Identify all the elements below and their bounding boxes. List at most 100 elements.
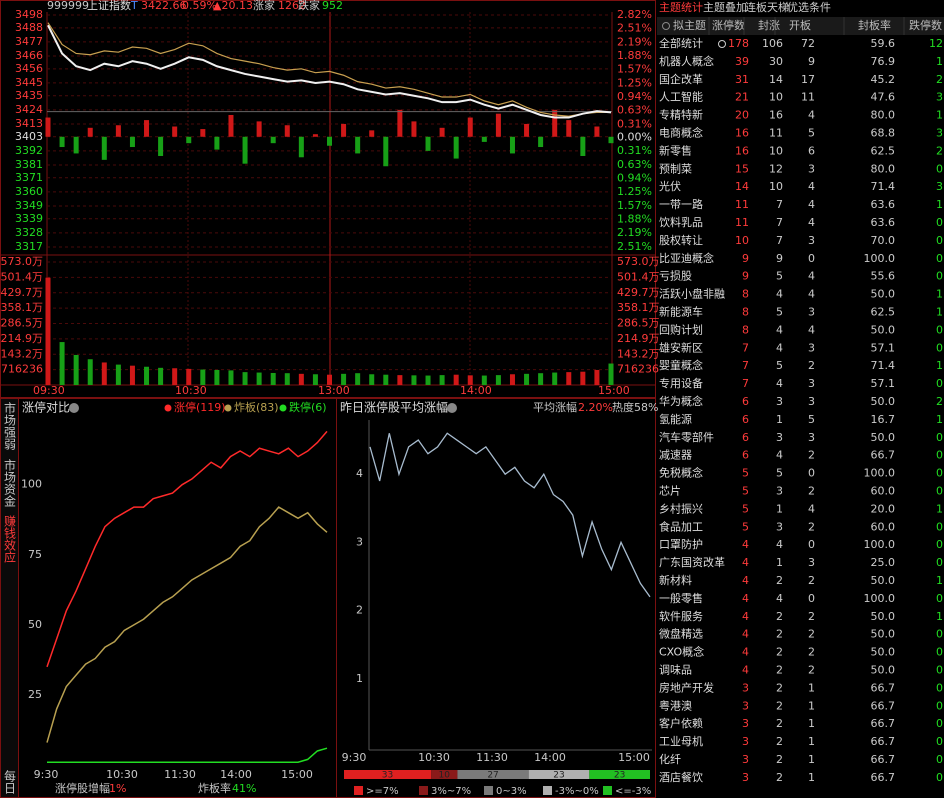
volume-bar [594, 369, 600, 385]
cell: 3 [742, 753, 749, 766]
tab[interactable]: 优选条件 [787, 0, 831, 14]
cell: 0 [936, 735, 943, 748]
column-header[interactable]: 封板率 [858, 18, 891, 32]
side-tab[interactable]: 市场资金 [3, 458, 17, 507]
volume-bar [59, 342, 65, 385]
cell[interactable]: 粤港澳 [659, 698, 692, 712]
time-tick-label: 10:30 [418, 751, 450, 764]
cell[interactable]: 软件服务 [659, 609, 703, 623]
cell: 63.6 [871, 216, 896, 229]
cell[interactable]: 微盘精选 [659, 627, 703, 641]
cell[interactable]: 雄安新区 [659, 340, 703, 354]
cell[interactable]: 客户依赖 [659, 716, 703, 730]
cell: 4 [776, 377, 783, 390]
pct-tick-label: 1.57% [617, 62, 652, 75]
cell: 0 [936, 771, 943, 784]
info-icon[interactable] [447, 403, 457, 413]
price-tick-label: 3413 [15, 117, 43, 130]
strength-bar [228, 114, 234, 137]
column-header[interactable]: 跌停数 [909, 18, 942, 32]
cell[interactable]: 人工智能 [659, 90, 703, 104]
cell: 0 [936, 699, 943, 712]
volume-bar [242, 372, 248, 385]
cell[interactable]: 房地产开发 [659, 680, 714, 694]
side-tab[interactable]: 每日 [3, 769, 17, 794]
cell: 4 [808, 502, 815, 515]
column-header[interactable]: 拟主题 [673, 18, 706, 32]
cell: 0 [936, 628, 943, 641]
up-count: 1262 [278, 0, 306, 12]
cell: 178 [728, 37, 749, 50]
cell[interactable]: 酒店餐饮 [659, 770, 703, 784]
cell[interactable]: 食品加工 [659, 519, 703, 533]
side-tab[interactable]: 赚钱效应 [3, 514, 17, 563]
footer-label: 炸板率 [198, 781, 231, 795]
cell[interactable]: 工业母机 [659, 734, 703, 748]
legend-label: 3%~7% [431, 786, 471, 797]
column-header[interactable]: 封涨 [758, 18, 780, 32]
cell[interactable]: 口罩防护 [659, 537, 703, 551]
cell[interactable]: 新能源车 [659, 305, 703, 319]
column-header[interactable]: 开板 [789, 18, 811, 32]
cell[interactable]: 广东国资改革 [659, 555, 725, 569]
cell[interactable]: 饮料乳品 [659, 215, 703, 229]
cell[interactable]: CXO概念 [659, 645, 704, 659]
avg-label: 平均涨幅 [533, 401, 577, 414]
cell[interactable]: 芯片 [659, 484, 681, 498]
cell: 70.0 [871, 234, 896, 247]
cell: 71.4 [871, 359, 896, 372]
cell: 45.2 [871, 73, 896, 86]
cell[interactable]: 婴童概念 [659, 358, 703, 372]
cell[interactable]: 回购计划 [659, 322, 703, 336]
cell: 100.0 [864, 252, 896, 265]
cell[interactable]: 乡村振兴 [659, 501, 703, 515]
cell[interactable]: 免税概念 [659, 466, 703, 480]
cell[interactable]: 化纤 [659, 752, 681, 766]
footer-label: 涨停股增幅 [55, 781, 110, 795]
cell: 106 [762, 37, 783, 50]
cell: 2 [808, 520, 815, 533]
cell: 1 [776, 556, 783, 569]
legend-label: 炸板(83) [234, 400, 279, 414]
cell[interactable]: 汽车零部件 [659, 430, 714, 444]
cell[interactable]: 氢能源 [659, 412, 692, 426]
cell[interactable]: 比亚迪概念 [659, 251, 714, 265]
cell: 6 [808, 144, 815, 157]
volume-bar [341, 373, 347, 385]
cell: 16 [735, 127, 749, 140]
volume-bar [383, 374, 389, 385]
cell[interactable]: 新材料 [659, 573, 692, 587]
y-tick-label: 75 [28, 548, 42, 561]
tab[interactable]: 连板天梯 [745, 0, 789, 14]
cell[interactable]: 调味品 [659, 664, 692, 677]
cell[interactable]: 一般零售 [659, 591, 703, 605]
index-line [47, 24, 612, 119]
cell[interactable]: 全部统计 [659, 36, 703, 50]
cell[interactable]: 国企改革 [659, 72, 703, 86]
strength-bar [200, 129, 206, 137]
cell[interactable]: 专用设备 [659, 376, 703, 390]
cell[interactable]: 电商概念 [659, 126, 703, 140]
info-icon[interactable] [69, 403, 79, 413]
cell[interactable]: 机器人概念 [659, 54, 714, 68]
side-tab[interactable]: 市场强弱 [3, 401, 17, 451]
cell[interactable]: 活跃小盘非融 [659, 287, 725, 301]
cell[interactable]: 预制菜 [659, 162, 692, 175]
cell[interactable]: 新零售 [659, 143, 692, 157]
cell[interactable]: 亏损股 [659, 269, 692, 283]
cell: 4 [776, 449, 783, 462]
cell[interactable]: 股权转让 [659, 233, 703, 247]
column-header[interactable]: 涨停数 [712, 18, 745, 32]
price-tick-label: 3498 [15, 8, 43, 21]
distribution-segment [431, 770, 458, 779]
cell[interactable]: 光伏 [659, 179, 681, 193]
tab[interactable]: 主题统计 [659, 1, 703, 14]
cell[interactable]: 减速器 [659, 449, 692, 462]
legend-swatch [484, 786, 493, 795]
strength-bar [87, 127, 93, 137]
volume-bar [552, 372, 558, 385]
tab[interactable]: 主题叠加 [703, 1, 747, 14]
cell[interactable]: 华为概念 [659, 394, 703, 408]
cell[interactable]: 一带一路 [659, 198, 703, 211]
cell[interactable]: 专精特新 [659, 108, 703, 122]
